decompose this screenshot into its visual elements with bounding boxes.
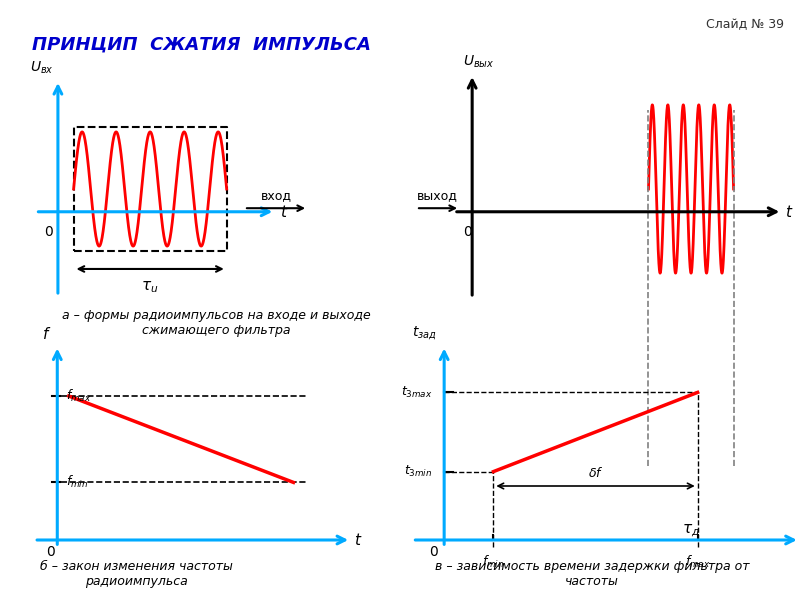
Text: выход: выход: [417, 189, 458, 202]
Text: $f_{min}$: $f_{min}$: [482, 554, 505, 571]
Text: 0: 0: [430, 545, 438, 559]
Text: $\tau_u$: $\tau_u$: [142, 279, 159, 295]
Text: 0: 0: [45, 224, 54, 239]
Text: $f_{max}$: $f_{max}$: [66, 388, 91, 404]
Text: $U_{вх}$: $U_{вх}$: [30, 60, 54, 76]
Text: б – закон изменения частоты
радиоимпульса: б – закон изменения частоты радиоимпульс…: [39, 560, 233, 588]
Text: $f_{min}$: $f_{min}$: [66, 475, 88, 490]
Text: а – формы радиоимпульсов на входе и выходе
сжимающего фильтра: а – формы радиоимпульсов на входе и выхо…: [62, 309, 370, 337]
Text: $t$: $t$: [786, 204, 794, 220]
Text: ПРИНЦИП  СЖАТИЯ  ИМПУЛЬСА: ПРИНЦИП СЖАТИЯ ИМПУЛЬСА: [32, 36, 371, 54]
Text: $t$: $t$: [354, 532, 362, 548]
Text: Слайд № 39: Слайд № 39: [706, 18, 784, 31]
Text: Сжимающ
ий
фильтр: Сжимающ ий фильтр: [317, 181, 407, 236]
Text: в – зависимость времени задержки фильтра от
частоты: в – зависимость времени задержки фильтра…: [434, 560, 750, 588]
Text: 0: 0: [46, 545, 54, 559]
Text: $t_{зад}$: $t_{зад}$: [412, 325, 437, 342]
Text: $f_{max}$: $f_{max}$: [685, 554, 710, 571]
Text: 0: 0: [463, 224, 472, 239]
Text: $t_{3min}$: $t_{3min}$: [404, 464, 433, 479]
Text: вход: вход: [261, 189, 291, 202]
Text: $U_{вых}$: $U_{вых}$: [463, 54, 494, 70]
Text: $\tau_д$: $\tau_д$: [682, 521, 700, 539]
Text: $\delta f$: $\delta f$: [588, 466, 603, 481]
Text: $t$: $t$: [280, 204, 288, 220]
Text: $f$: $f$: [42, 326, 51, 342]
Text: $t_{3max}$: $t_{3max}$: [401, 385, 433, 400]
